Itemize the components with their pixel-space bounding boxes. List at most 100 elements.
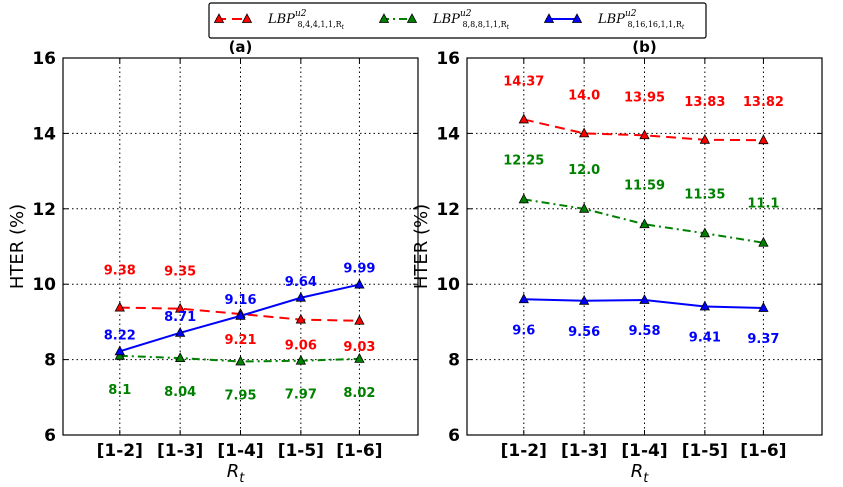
data-point (639, 218, 650, 229)
data-point (295, 291, 307, 302)
data-point (235, 355, 246, 366)
data-label: 14.0 (568, 88, 600, 103)
y-tick-label: 8 (448, 351, 460, 371)
series-2: 9.6 9.56 9.58 9.41 9.37 (512, 293, 779, 347)
data-label: 8.1 (108, 383, 131, 398)
data-label: 9.56 (568, 325, 600, 340)
legend-marker (241, 13, 253, 23)
panel-title: (a) (229, 38, 253, 56)
data-label: 13.82 (743, 95, 784, 110)
y-tick-label: 12 (32, 200, 56, 220)
data-point (578, 202, 590, 213)
legend-entry: LBPu2 8,16,16,1,1,Rt (543, 9, 685, 31)
data-label: 9.03 (343, 340, 375, 355)
data-point (235, 310, 246, 320)
data-point (354, 314, 365, 325)
data-point (354, 352, 365, 363)
data-label: 9.41 (689, 330, 721, 345)
legend-frame (208, 2, 707, 39)
data-point (295, 354, 307, 365)
legend-entry: LBPu2 8,4,4,1,1,Rt (213, 9, 345, 31)
data-label: 14.37 (503, 74, 544, 89)
y-tick-label: 16 (436, 49, 460, 69)
data-point (639, 129, 650, 140)
data-label: 8.02 (343, 386, 375, 401)
data-label: 8.22 (104, 328, 136, 343)
plot-frame (62, 57, 419, 436)
data-point (699, 133, 711, 144)
data-label: 9.06 (285, 339, 317, 354)
legend-marker (213, 13, 225, 23)
y-tick-label: 16 (32, 49, 56, 69)
x-tick-label: [1-4] (217, 441, 263, 461)
data-point (578, 127, 590, 138)
y-tick-label: 12 (436, 200, 460, 220)
x-tick-label: [1-3] (561, 441, 607, 461)
data-point (354, 278, 365, 289)
data-point (295, 313, 307, 324)
data-label: 12.25 (503, 153, 544, 168)
y-tick-label: 10 (436, 275, 460, 295)
x-tick-label: [1-4] (621, 441, 667, 461)
panel-title: (b) (632, 38, 656, 56)
data-label: 11.1 (747, 197, 779, 212)
panel-b: 6 8 10 12 14 16 [1-2] [1-3] [1-4] [1-5] [1-6] (b) HT… (411, 38, 823, 486)
data-point (578, 294, 590, 305)
panel-a: 6 8 10 12 14 16 [1-2] [1-3] [1-4] [1-5] [1-6] (a) HT… (7, 38, 419, 486)
y-tick-label: 8 (44, 351, 56, 371)
data-label: 9.37 (747, 332, 779, 347)
y-tick-label: 6 (448, 426, 460, 446)
plot-area (63, 58, 418, 435)
series-0: 14.37 14.0 13.95 13.83 13.82 (503, 74, 784, 145)
series-line (523, 118, 764, 142)
y-tick-label: 10 (32, 275, 56, 295)
data-label: 9.64 (285, 275, 317, 290)
y-tick-label: 6 (44, 426, 56, 446)
y-axis-label: HTER (%) (7, 204, 28, 289)
data-point (758, 302, 769, 312)
data-point (174, 352, 186, 362)
x-tick-label: [1-2] (501, 441, 547, 461)
x-tick-label: [1-3] (157, 441, 203, 461)
data-label: 11.59 (624, 178, 665, 193)
data-label: 9.58 (628, 324, 660, 339)
data-point (174, 302, 186, 313)
data-label: 13.83 (684, 95, 725, 110)
legend-marker (378, 13, 390, 23)
y-axis-label: HTER (%) (411, 204, 432, 289)
data-label: 9.99 (343, 262, 375, 277)
x-tick-label: [1-5] (278, 441, 324, 461)
x-axis-label: Rt (227, 461, 246, 483)
data-label: 8.04 (164, 385, 196, 400)
data-label: 9.38 (104, 264, 136, 279)
legend-marker (543, 13, 555, 23)
legend-marker (571, 13, 583, 23)
data-point (639, 294, 650, 304)
data-point (114, 345, 125, 356)
data-point (758, 134, 769, 145)
data-label: 7.95 (224, 388, 256, 403)
data-point (518, 193, 529, 204)
legend-label: LBPu2 8,4,4,1,1,Rt (267, 9, 345, 31)
data-point (758, 236, 769, 247)
data-point (114, 301, 125, 312)
data-label: 7.97 (285, 388, 317, 403)
data-label: 9.16 (224, 293, 256, 308)
legend-marker (406, 13, 418, 23)
data-point (518, 113, 529, 124)
x-axis-label: Rt (631, 461, 650, 483)
data-point (174, 326, 186, 337)
x-tick-label: [1-6] (336, 441, 382, 461)
data-point (518, 293, 529, 304)
series-line (523, 198, 764, 244)
plot-frame (466, 57, 823, 436)
data-label: 8.71 (164, 310, 196, 325)
data-label: 12.0 (568, 163, 600, 178)
x-tick-label: [1-6] (740, 441, 786, 461)
legend: LBPu2 8,4,4,1,1,Rt LBPu2 8,8,8,1,1,Rt LBPu2 8… (208, 2, 707, 39)
data-label: 9.6 (512, 323, 535, 338)
legend-label: LBPu2 8,16,16,1,1,Rt (597, 9, 685, 31)
series-1: 12.25 12.0 11.59 11.35 11.1 (503, 153, 779, 247)
legend-entry: LBPu2 8,8,8,1,1,Rt (378, 9, 510, 31)
